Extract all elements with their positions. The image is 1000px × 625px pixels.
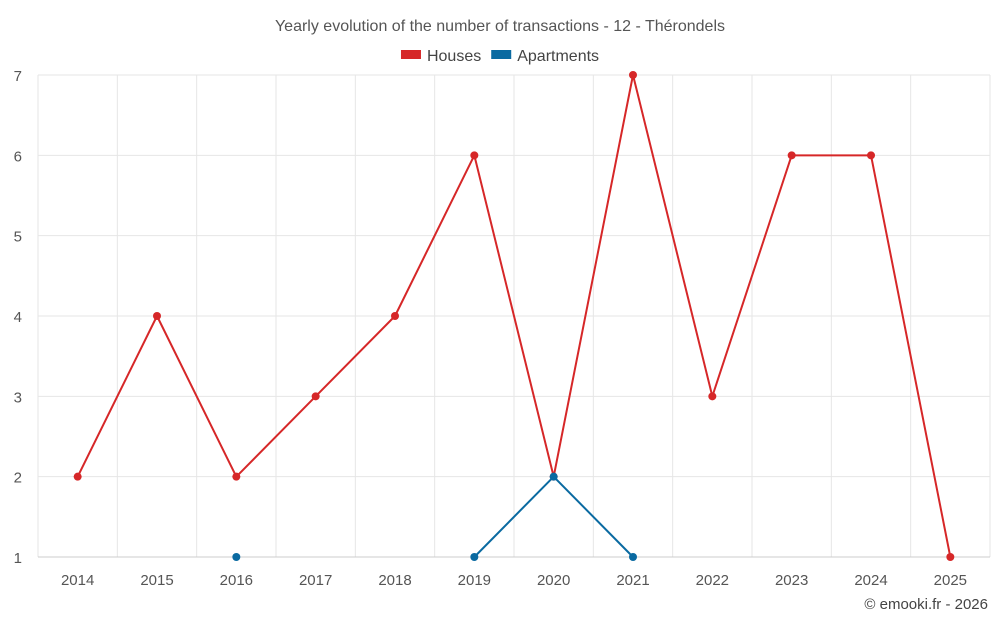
x-tick-label: 2017 xyxy=(299,572,332,589)
series-line xyxy=(473,475,634,558)
data-point[interactable] xyxy=(946,553,955,561)
x-tick-label: 2014 xyxy=(61,572,94,589)
data-point[interactable] xyxy=(311,392,320,401)
series-line xyxy=(76,74,952,558)
data-point[interactable] xyxy=(232,472,241,481)
x-tick-label: 2015 xyxy=(140,572,173,589)
y-tick-label: 4 xyxy=(14,309,22,326)
series-houses xyxy=(73,71,955,561)
x-tick-label: 2021 xyxy=(616,572,649,589)
data-point[interactable] xyxy=(153,312,161,320)
y-tick-label: 5 xyxy=(14,229,22,246)
series-layer xyxy=(73,71,955,561)
data-point[interactable] xyxy=(787,151,796,160)
data-point[interactable] xyxy=(470,553,479,561)
data-point[interactable] xyxy=(73,472,82,481)
x-tick-label: 2019 xyxy=(458,572,491,589)
x-tick-label: 2023 xyxy=(775,572,808,589)
legend-label: Apartments xyxy=(517,48,599,65)
y-tick-label: 7 xyxy=(14,68,22,85)
x-tick-label: 2024 xyxy=(854,572,887,589)
legend-item-houses[interactable]: Houses xyxy=(400,48,481,65)
x-tick-label: 2016 xyxy=(220,572,253,589)
axes: 1 2 3 4 5 6 7 2014 2015 2016 2017 2018 2019 2020 2021 2… xyxy=(14,68,990,589)
legend: Houses Apartments xyxy=(400,48,599,65)
data-point[interactable] xyxy=(867,151,875,160)
y-tick-label: 2 xyxy=(14,470,22,487)
legend-item-apartments[interactable]: Apartments xyxy=(491,48,599,65)
credit-text: © emooki.fr - 2026 xyxy=(864,596,988,613)
x-tick-label: 2025 xyxy=(934,572,967,589)
legend-swatch xyxy=(400,50,421,59)
y-tick-label: 3 xyxy=(14,389,22,406)
legend-swatch xyxy=(491,50,512,59)
series-apartments xyxy=(232,472,637,561)
legend-label: Houses xyxy=(427,48,481,65)
data-point[interactable] xyxy=(629,71,637,79)
data-point[interactable] xyxy=(470,151,479,160)
data-point[interactable] xyxy=(629,553,637,561)
data-point[interactable] xyxy=(391,312,399,320)
y-tick-label: 6 xyxy=(14,148,22,165)
data-point[interactable] xyxy=(708,392,717,401)
data-point[interactable] xyxy=(549,472,558,481)
y-tick-label: 1 xyxy=(14,550,22,567)
x-tick-label: 2020 xyxy=(537,572,570,589)
x-tick-label: 2022 xyxy=(696,572,729,589)
data-point[interactable] xyxy=(232,553,241,561)
chart-title: Yearly evolution of the number of transa… xyxy=(275,18,725,35)
x-tick-label: 2018 xyxy=(378,572,411,589)
